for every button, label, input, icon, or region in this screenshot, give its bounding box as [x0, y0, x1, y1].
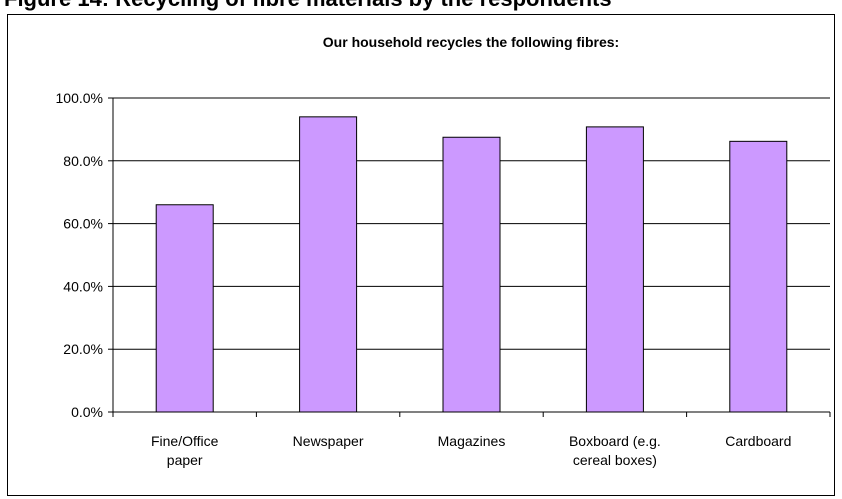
x-category-label: Magazines	[438, 433, 506, 449]
x-category-label-line: Magazines	[438, 433, 506, 449]
y-tick-labels: 0.0% 20.0% 40.0% 60.0% 80.0% 100.0%	[56, 90, 103, 420]
y-tick-label: 80.0%	[63, 153, 103, 169]
bar	[442, 136, 501, 413]
x-category-label: Boxboard (e.g. cereal boxes)	[569, 433, 661, 468]
y-tick-label: 60.0%	[63, 216, 103, 232]
y-tick-label: 20.0%	[63, 341, 103, 357]
y-tick-label: 100.0%	[56, 90, 103, 106]
bars	[155, 116, 788, 413]
x-category-label-line: cereal boxes)	[573, 452, 657, 468]
x-category-label-line: Fine/Office	[151, 433, 219, 449]
y-tick-label: 40.0%	[63, 278, 103, 294]
x-category-labels: Fine/Office paper Newspaper Magazines Boxboa…	[151, 433, 791, 468]
bar	[155, 204, 214, 413]
x-category-label-line: Boxboard (e.g.	[569, 433, 661, 449]
x-category-label: Fine/Office paper	[151, 433, 219, 468]
figure-heading: Figure 14: Recycling of fibre materials …	[4, 0, 612, 12]
x-category-label-line: paper	[167, 452, 203, 468]
chart-title: Our household recycles the following fib…	[323, 34, 619, 50]
x-category-label: Cardboard	[725, 433, 791, 449]
x-category-label: Newspaper	[293, 433, 364, 449]
x-category-label-line: Newspaper	[293, 433, 364, 449]
y-tick-label: 0.0%	[71, 404, 103, 420]
bar	[585, 126, 644, 413]
axes	[108, 97, 831, 417]
bar	[729, 140, 788, 413]
chart-frame	[7, 14, 835, 496]
x-category-label-line: Cardboard	[725, 433, 791, 449]
bar	[299, 116, 358, 413]
